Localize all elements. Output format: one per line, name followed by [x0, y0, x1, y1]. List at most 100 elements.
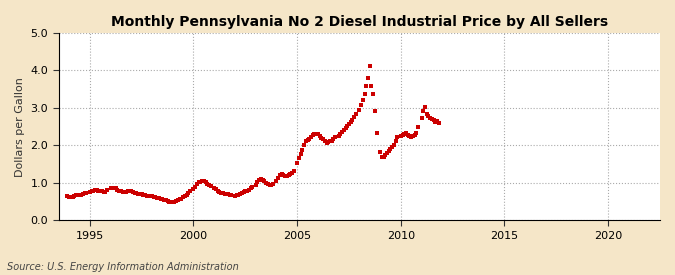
Point: [99, 190, 109, 194]
Point: [236, 191, 247, 195]
Point: [275, 173, 286, 177]
Point: [416, 116, 427, 120]
Point: [205, 184, 216, 188]
Point: [136, 192, 147, 197]
Point: [411, 131, 422, 136]
Point: [121, 190, 132, 194]
Point: [213, 189, 223, 193]
Point: [340, 126, 351, 130]
Point: [364, 64, 375, 68]
Point: [153, 196, 164, 200]
Point: [428, 118, 439, 122]
Point: [349, 115, 360, 119]
Point: [128, 190, 138, 194]
Point: [264, 183, 275, 187]
Point: [304, 137, 315, 141]
Point: [195, 180, 206, 184]
Point: [223, 192, 234, 197]
Point: [399, 132, 410, 136]
Point: [255, 177, 266, 181]
Point: [86, 189, 97, 193]
Point: [400, 131, 411, 136]
Point: [257, 178, 268, 182]
Point: [150, 195, 161, 199]
Point: [119, 190, 130, 194]
Point: [173, 198, 184, 202]
Point: [402, 132, 413, 137]
Point: [142, 193, 153, 198]
Point: [72, 193, 83, 197]
Point: [245, 186, 256, 191]
Point: [350, 112, 361, 116]
Point: [219, 191, 230, 196]
Point: [183, 191, 194, 196]
Point: [188, 187, 199, 191]
Point: [337, 130, 348, 134]
Point: [321, 141, 332, 145]
Point: [316, 136, 327, 141]
Point: [271, 178, 282, 183]
Point: [267, 182, 278, 186]
Point: [134, 192, 145, 196]
Point: [224, 193, 235, 197]
Point: [164, 199, 175, 204]
Point: [211, 187, 221, 191]
Point: [409, 133, 420, 138]
Point: [97, 189, 107, 194]
Point: [396, 134, 406, 139]
Point: [140, 193, 151, 197]
Point: [84, 190, 95, 194]
Point: [294, 156, 304, 161]
Point: [323, 140, 333, 145]
Point: [115, 189, 126, 194]
Point: [78, 192, 88, 196]
Point: [200, 180, 211, 185]
Point: [198, 179, 209, 183]
Point: [174, 197, 185, 202]
Point: [377, 155, 387, 160]
Point: [354, 108, 364, 112]
Point: [133, 191, 144, 196]
Point: [69, 194, 80, 198]
Point: [100, 190, 111, 194]
Point: [319, 139, 330, 143]
Point: [93, 189, 104, 193]
Point: [230, 193, 240, 198]
Point: [421, 112, 432, 117]
Point: [392, 135, 403, 139]
Point: [259, 179, 270, 183]
Point: [335, 131, 346, 136]
Point: [378, 155, 389, 159]
Y-axis label: Dollars per Gallon: Dollars per Gallon: [15, 77, 25, 177]
Point: [359, 92, 370, 96]
Point: [261, 181, 271, 185]
Point: [196, 179, 207, 183]
Point: [112, 187, 123, 192]
Point: [162, 199, 173, 203]
Point: [102, 188, 113, 192]
Point: [138, 193, 148, 197]
Point: [250, 183, 261, 187]
Point: [192, 182, 202, 186]
Point: [209, 186, 219, 190]
Point: [397, 133, 408, 138]
Point: [88, 189, 99, 193]
Point: [318, 137, 329, 142]
Point: [74, 193, 85, 197]
Point: [143, 194, 154, 198]
Point: [420, 105, 431, 109]
Point: [381, 151, 392, 155]
Point: [288, 169, 299, 174]
Point: [326, 138, 337, 143]
Point: [408, 134, 418, 139]
Point: [406, 135, 416, 139]
Point: [297, 148, 308, 152]
Point: [362, 76, 373, 80]
Point: [130, 191, 140, 195]
Point: [122, 189, 133, 193]
Point: [302, 138, 313, 142]
Point: [371, 131, 382, 136]
Point: [90, 188, 101, 192]
Point: [204, 183, 215, 187]
Point: [433, 121, 444, 125]
